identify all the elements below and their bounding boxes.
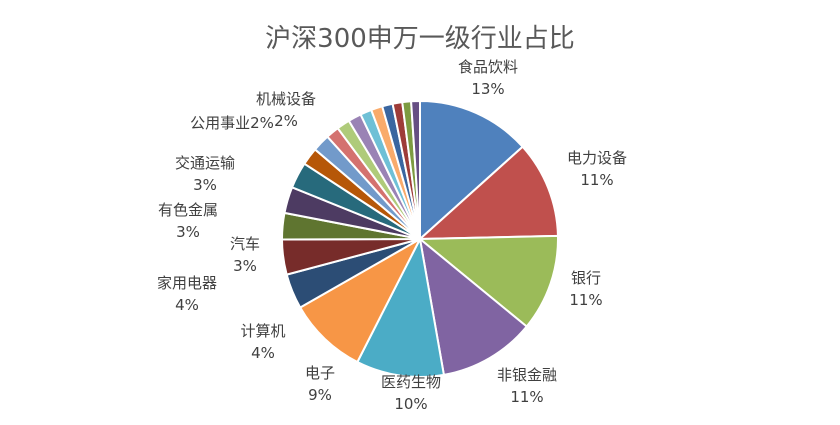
slice-value-4: 11% <box>510 388 543 406</box>
slice-value-12: 2% <box>250 114 274 132</box>
slice-value-5: 10% <box>394 395 427 413</box>
slice-value-9: 3% <box>233 257 257 275</box>
pie-slice-1 <box>419 99 525 242</box>
slice-name-11: 交通运输 <box>175 154 235 172</box>
pie-slice-22 <box>410 99 421 240</box>
slice-name-12: 公用事业 <box>190 114 250 132</box>
slice-name-3: 银行 <box>571 269 601 287</box>
slice-value-8: 4% <box>175 296 199 314</box>
slice-name-1: 食品饮料 <box>458 58 518 76</box>
slice-name-9: 汽车 <box>230 235 260 253</box>
pie-slice-4 <box>418 236 529 377</box>
slice-value-13: 2% <box>274 112 298 130</box>
slice-value-2: 11% <box>580 171 613 189</box>
slice-value-3: 11% <box>569 291 602 309</box>
pie-slices <box>280 99 559 378</box>
slice-value-7: 4% <box>251 344 275 362</box>
slice-name-2: 电力设备 <box>567 149 627 167</box>
slice-name-4: 非银金融 <box>497 366 557 384</box>
pie-labels: 食品饮料 13% 电力设备 11% 银行 11% 非银金融 11% 医药生物 10% 电子 9% 计算机… <box>157 58 627 413</box>
slice-name-8: 家用电器 <box>157 274 217 292</box>
slice-name-10: 有色金属 <box>158 201 218 219</box>
slice-name-5: 医药生物 <box>381 373 441 391</box>
slice-value-1: 13% <box>471 80 504 98</box>
slice-name-6: 电子 <box>305 364 335 382</box>
pie-slice-3 <box>417 234 559 328</box>
pie-slice-5 <box>356 235 446 378</box>
pie-slice-2 <box>417 145 559 241</box>
pie-slice-6 <box>298 236 423 364</box>
slice-value-10: 3% <box>176 223 200 241</box>
slice-name-13: 机械设备 <box>256 90 316 108</box>
slice-name-7: 计算机 <box>240 322 285 340</box>
slice-value-11: 3% <box>193 176 217 194</box>
chart-title: 沪深300申万一级行业占比 <box>265 24 575 54</box>
slice-value-6: 9% <box>308 386 332 404</box>
slice-label-12: 公用事业2% <box>190 114 274 132</box>
